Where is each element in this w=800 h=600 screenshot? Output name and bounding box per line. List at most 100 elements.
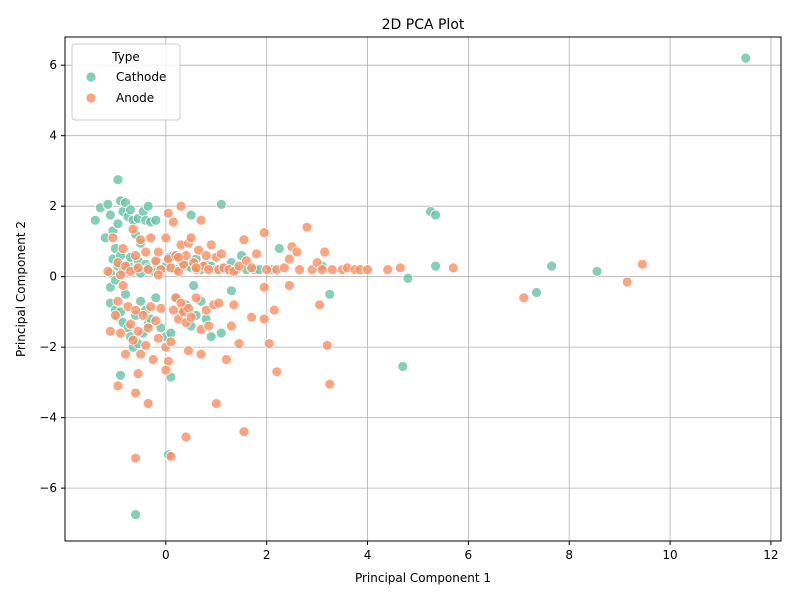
data-point-anode	[152, 332, 164, 344]
data-point-anode	[220, 354, 232, 365]
data-point-anode	[203, 320, 215, 332]
data-point-anode	[518, 292, 530, 304]
y-tick-label: 0	[49, 270, 57, 284]
data-point-anode	[150, 315, 162, 327]
data-point-anode	[636, 258, 648, 270]
data-point-anode	[132, 262, 144, 274]
data-point-cathode	[591, 265, 603, 277]
data-point-anode	[193, 244, 205, 256]
y-axis-ticks: −6 −4 −2 0 2 4 6	[39, 58, 65, 495]
data-point-anode	[268, 304, 280, 316]
data-point-anode	[382, 264, 394, 276]
x-axis-ticks: 0 2 4 6 8 10 12	[162, 541, 779, 562]
data-point-anode	[233, 260, 245, 272]
data-point-anode	[115, 269, 126, 281]
y-axis-label: Principal Component 2	[14, 221, 28, 357]
data-point-anode	[190, 292, 202, 304]
data-point-anode	[105, 325, 116, 337]
data-point-anode	[621, 276, 633, 288]
data-point-anode	[115, 327, 126, 339]
x-tick-label: 8	[565, 548, 573, 562]
data-point-anode	[326, 264, 338, 276]
data-point-anode	[135, 234, 147, 246]
data-point-cathode	[740, 52, 752, 64]
data-point-anode	[321, 339, 333, 351]
data-point-anode	[316, 264, 328, 276]
data-point-anode	[314, 299, 326, 311]
data-point-anode	[160, 232, 172, 244]
data-point-anode	[142, 264, 154, 276]
plot-frame	[64, 36, 782, 542]
data-point-cathode	[105, 209, 116, 221]
legend-box	[71, 43, 181, 121]
data-point-anode	[142, 322, 154, 334]
data-point-anode	[291, 246, 303, 258]
data-point-anode	[258, 313, 270, 325]
data-point-cathode	[205, 331, 217, 343]
data-point-cathode	[402, 272, 414, 284]
data-point-anode	[210, 398, 222, 409]
data-point-cathode	[397, 361, 409, 372]
data-point-anode	[110, 309, 121, 321]
data-point-cathode	[546, 260, 557, 272]
data-point-cathode	[89, 214, 101, 226]
data-point-anode	[173, 251, 184, 263]
data-point-anode	[130, 452, 142, 464]
x-tick-label: 10	[662, 548, 677, 562]
data-point-anode	[117, 243, 129, 254]
data-point-cathode	[430, 209, 442, 221]
data-point-anode	[165, 336, 177, 348]
data-point-anode	[107, 232, 119, 244]
data-point-anode	[394, 262, 406, 274]
data-point-cathode	[150, 292, 162, 304]
data-point-cathode	[215, 327, 227, 339]
data-point-anode	[127, 334, 139, 346]
data-point-anode	[130, 304, 142, 316]
data-point-anode	[102, 265, 114, 277]
data-point-cathode	[531, 287, 542, 298]
data-point-anode	[200, 304, 212, 316]
data-point-anode	[140, 339, 152, 351]
x-tick-label: 4	[364, 548, 372, 562]
data-point-cathode	[102, 198, 114, 210]
data-point-anode	[246, 311, 258, 323]
x-tick-label: 12	[763, 548, 778, 562]
data-point-anode	[283, 280, 295, 291]
data-point-anode	[261, 264, 273, 276]
data-point-anode	[135, 348, 147, 360]
data-point-anode	[200, 250, 212, 261]
data-point-anode	[165, 450, 177, 462]
data-point-anode	[185, 232, 197, 244]
legend-title: Type	[111, 50, 140, 64]
data-point-anode	[213, 297, 225, 309]
data-point-anode	[183, 345, 194, 357]
data-point-anode	[319, 246, 331, 258]
y-tick-label: −4	[39, 411, 57, 425]
data-point-anode	[324, 378, 336, 390]
data-point-anode	[147, 354, 159, 365]
data-point-cathode	[142, 200, 154, 212]
data-point-anode	[225, 320, 237, 332]
data-point-anode	[162, 207, 174, 219]
y-tick-label: 2	[49, 199, 57, 213]
data-point-cathode	[115, 369, 126, 381]
data-point-anode	[167, 216, 179, 228]
data-point-anode	[362, 264, 373, 276]
legend: Type Cathode Anode	[71, 43, 181, 121]
data-point-anode	[205, 239, 217, 251]
data-point-anode	[195, 348, 207, 360]
data-point-anode	[140, 246, 152, 258]
data-point-anode	[294, 264, 305, 276]
data-point-anode	[155, 302, 167, 314]
data-point-cathode	[225, 285, 237, 297]
data-point-cathode	[135, 295, 147, 307]
data-point-cathode	[185, 209, 197, 221]
x-tick-label: 6	[465, 548, 473, 562]
data-point-cathode	[215, 198, 227, 210]
data-point-anode	[263, 338, 275, 350]
data-point-anode	[283, 253, 295, 265]
data-point-anode	[127, 223, 139, 235]
data-point-anode	[203, 264, 215, 276]
data-point-anode	[258, 281, 270, 293]
